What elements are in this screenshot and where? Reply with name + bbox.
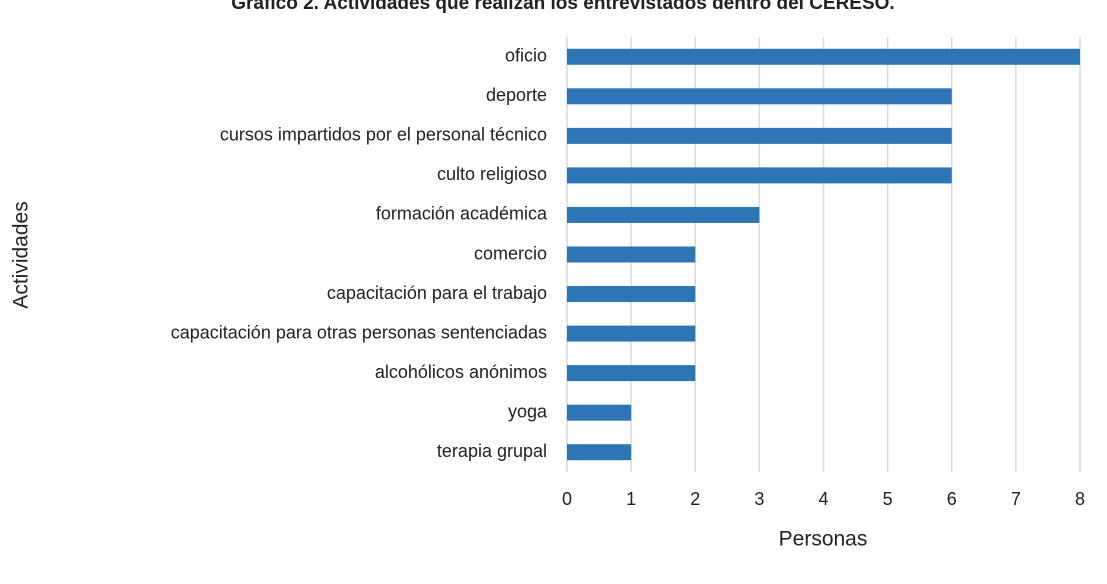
- x-tick-label: 3: [754, 489, 764, 509]
- bar: [567, 444, 632, 461]
- bar: [567, 127, 952, 144]
- bar: [567, 88, 952, 105]
- x-tick-label: 2: [690, 489, 700, 509]
- y-axis-label: Actividades: [10, 201, 33, 308]
- x-tick-label: 6: [947, 489, 957, 509]
- chart-title: Gráfico 2. Actividades que realizan los …: [231, 0, 894, 14]
- y-tick-label: cursos impartidos por el personal técnic…: [220, 125, 547, 145]
- bar: [567, 48, 1080, 65]
- x-tick-label: 4: [818, 489, 828, 509]
- bar: [567, 286, 696, 303]
- y-tick-label: deporte: [486, 85, 547, 105]
- y-tick-label: alcohólicos anónimos: [375, 362, 547, 382]
- x-tick-label: 8: [1075, 489, 1085, 509]
- y-tick-label: culto religioso: [437, 164, 547, 184]
- x-tick-label: 7: [1011, 489, 1021, 509]
- x-tick-label: 1: [626, 489, 636, 509]
- y-tick-label: capacitación para otras personas sentenc…: [171, 322, 547, 342]
- y-tick-label: formación académica: [376, 204, 548, 224]
- y-tick-label: yoga: [508, 401, 548, 421]
- y-tick-label: oficio: [505, 46, 547, 66]
- x-tick-label: 5: [883, 489, 893, 509]
- bar: [567, 404, 632, 421]
- y-tick-label: capacitación para el trabajo: [327, 283, 547, 303]
- bar: [567, 206, 760, 223]
- bar: [567, 365, 696, 382]
- bar: [567, 325, 696, 342]
- bar: [567, 246, 696, 263]
- y-tick-label: terapia grupal: [437, 441, 547, 461]
- x-tick-label: 0: [562, 489, 572, 509]
- bar: [567, 167, 952, 184]
- x-axis-label: Personas: [779, 528, 868, 551]
- y-tick-label: comercio: [474, 243, 547, 263]
